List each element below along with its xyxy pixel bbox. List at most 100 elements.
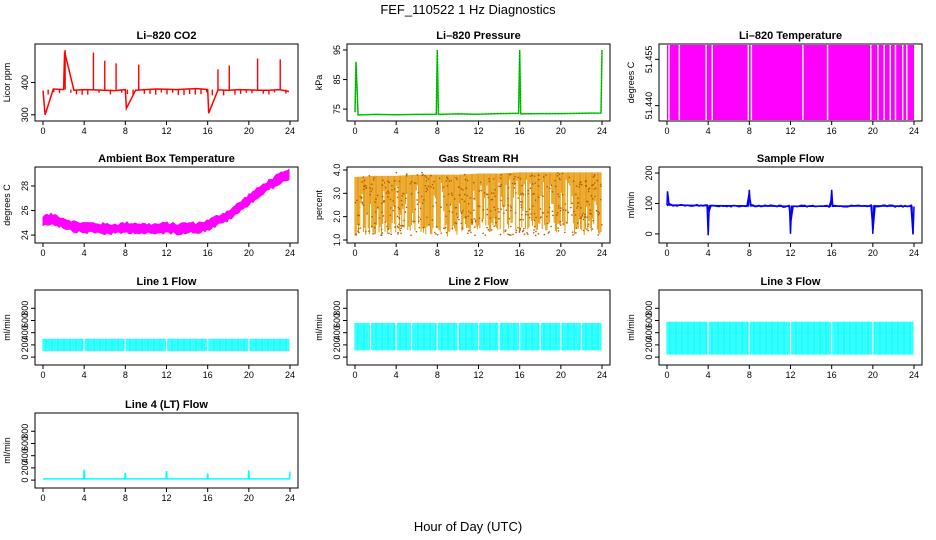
- rh-dot: [458, 194, 461, 196]
- rh-dot: [418, 216, 420, 218]
- rh-dot: [454, 206, 457, 209]
- x-tick-label: 12: [161, 370, 171, 380]
- rh-dot: [397, 186, 399, 189]
- rh-dot: [591, 198, 594, 200]
- panel-frame: [346, 43, 611, 122]
- rh-dot: [510, 225, 512, 228]
- rh-dot: [557, 193, 559, 195]
- rh-dot: [562, 209, 565, 211]
- rh-dot: [410, 180, 413, 183]
- rh-dot: [473, 197, 475, 200]
- rh-dot: [591, 228, 594, 230]
- rh-dot: [507, 233, 509, 236]
- x-tick-label: 20: [244, 493, 254, 503]
- rh-dot: [558, 195, 560, 198]
- rh-dot: [466, 194, 468, 197]
- rh-dot: [525, 210, 528, 213]
- rh-dot: [380, 228, 383, 231]
- rh-dot: [588, 187, 591, 190]
- rh-dot: [549, 187, 551, 190]
- rh-dot: [354, 201, 357, 204]
- rh-dot: [482, 209, 485, 211]
- x-tick-label: 0: [664, 248, 669, 258]
- rh-dot: [487, 193, 489, 196]
- x-tick-label: 4: [82, 370, 87, 380]
- rh-dot: [591, 184, 593, 187]
- rh-dot: [371, 188, 373, 190]
- rh-dot: [486, 226, 488, 229]
- x-tick-label: 20: [556, 126, 566, 136]
- x-tick-label: 16: [203, 493, 213, 503]
- rh-dot: [552, 214, 554, 217]
- rh-dot: [587, 225, 589, 227]
- rh-dot: [364, 184, 367, 187]
- rh-dot: [539, 208, 542, 210]
- rh-dot: [542, 211, 544, 214]
- rh-dot: [429, 186, 432, 188]
- x-tick-label: 24: [909, 248, 919, 258]
- x-tick-label: 24: [909, 370, 919, 380]
- rh-dot: [490, 192, 493, 194]
- rh-dot: [428, 224, 430, 226]
- rh-dot: [551, 191, 554, 193]
- rh-dot: [446, 203, 448, 206]
- y-tick-label: 51.455: [644, 46, 654, 74]
- rh-dot: [514, 175, 516, 178]
- x-tick-label: 0: [352, 370, 357, 380]
- rh-dot: [589, 212, 591, 215]
- rh-dot: [433, 180, 436, 183]
- rh-dot: [461, 198, 463, 201]
- rh-dot: [398, 208, 401, 210]
- panel-title: Ambient Box Temperature: [98, 153, 235, 165]
- rh-dot: [594, 195, 596, 198]
- rh-dot: [545, 174, 547, 176]
- rh-dot: [361, 181, 364, 183]
- rh-dot: [419, 207, 422, 210]
- rh-dot: [467, 230, 470, 232]
- panel-0: Li–820 CO2 0 4 8 12 16 20 24 300 400 Licor ppm: [2, 30, 299, 136]
- x-tick-label: 24: [285, 493, 295, 503]
- rh-dot: [398, 216, 400, 219]
- rh-dot: [381, 202, 383, 205]
- rh-dot: [523, 233, 526, 235]
- rh-dot: [455, 213, 458, 215]
- rh-dot: [397, 231, 399, 234]
- rh-dot: [448, 180, 451, 182]
- figure-title: FEF_110522 1 Hz Diagnostics: [380, 2, 556, 17]
- rh-dot: [532, 231, 535, 234]
- rh-dot: [511, 182, 514, 185]
- rh-dot: [494, 189, 496, 191]
- rh-dot: [451, 227, 454, 230]
- rh-dot: [535, 216, 537, 219]
- figure-xlabel: Hour of Day (UTC): [414, 519, 522, 534]
- rh-dot: [503, 212, 505, 215]
- rh-dot: [387, 180, 389, 183]
- rh-dot: [384, 186, 387, 189]
- rh-dot: [527, 189, 529, 192]
- rh-dot: [431, 219, 434, 221]
- rh-dot: [502, 205, 505, 207]
- y-tick-label: 75: [332, 104, 342, 114]
- x-tick-label: 0: [352, 248, 357, 258]
- y-tick-label: 200: [644, 337, 654, 352]
- rh-dot: [600, 185, 602, 187]
- y-tick-label: 600: [644, 313, 654, 328]
- rh-dot: [579, 181, 582, 184]
- rh-dot: [557, 207, 560, 209]
- rh-dot: [467, 232, 469, 235]
- rh-dot: [375, 198, 377, 201]
- rh-dot: [466, 179, 469, 182]
- rh-dot: [512, 233, 514, 236]
- rh-dot: [547, 211, 550, 214]
- rh-dot: [387, 196, 389, 198]
- rh-dot: [542, 195, 544, 198]
- panel-frame: [34, 43, 299, 122]
- rh-dot: [399, 229, 402, 232]
- rh-dot: [525, 213, 527, 216]
- rh-dot: [555, 214, 558, 216]
- rh-dot: [395, 171, 398, 174]
- rh-dot: [381, 195, 384, 198]
- rh-dot: [535, 230, 537, 233]
- rh-dot: [519, 218, 522, 221]
- rh-dot: [473, 226, 476, 228]
